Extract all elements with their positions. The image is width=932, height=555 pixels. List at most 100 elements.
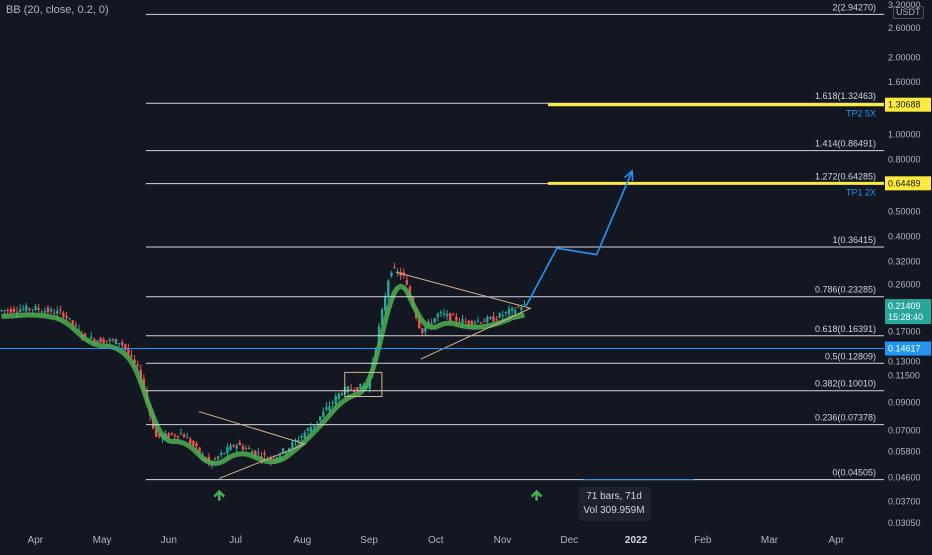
candle-body [247,447,251,449]
candle-body [328,406,331,411]
fib-label: 0.382(0.10010) [815,379,876,389]
candle-body [442,313,446,315]
candle-body [520,307,523,311]
candle-body [489,317,492,319]
tooltip-bars: 71 bars, 71d [586,491,642,502]
price-tick-label: 0.80000 [888,154,921,164]
candle-body [46,307,50,313]
candle-body [430,323,433,325]
price-tick-label: 2.00000 [888,52,921,62]
candle-body [263,452,266,455]
candle-body [306,428,310,431]
month-label: 2022 [625,535,648,546]
candle-body [111,339,115,341]
candle-body [15,311,19,313]
candle-body [133,359,136,364]
candle-body [130,354,133,357]
candle-body [517,306,520,308]
price-axis[interactable]: 3.200002.600002.000001.600001.300001.000… [884,0,932,550]
fib-label: 0.618(0.16391) [815,324,876,334]
candle-body [43,311,47,313]
candle-body [402,272,405,276]
candle-body [220,453,223,455]
candle-body [319,416,322,421]
price-tick-label: 0.04600 [888,472,921,482]
candle-body [495,319,498,321]
candle-body [278,455,282,459]
candle-body [93,339,96,343]
level-badge-bg [885,341,931,356]
candle-body [235,445,238,449]
candle-body [40,311,43,313]
candle-body [297,440,300,442]
candle-body [185,437,189,439]
fib-label: 0.5(0.12809) [825,351,876,361]
month-label: Apr [28,535,44,546]
candle-body [136,364,139,367]
month-label: Nov [494,535,512,546]
candle-body [433,318,436,323]
candle-body [405,279,409,285]
candle-body [127,348,130,355]
fib-label: 1.618(1.32463) [815,91,876,101]
candle-body [96,340,99,343]
candle-body [12,308,16,312]
buy-signal-arrow [213,489,226,501]
candle-body [470,320,474,325]
candle-body [6,309,9,311]
candle-body [74,324,78,326]
candle-body [467,320,470,325]
candle-body [312,425,316,428]
time-axis[interactable]: Apr May Jun Jul Aug Sep Oct Nov Dec 2022 Feb Mar Apr [28,535,845,546]
candle-body [124,344,127,351]
candle-body [179,433,183,435]
measure-tooltip: 71 bars, 71d Vol 309.959M [578,487,650,521]
level-badge: 0.14617 [888,344,921,354]
candle-body [436,313,440,318]
candle-body [121,342,124,346]
month-label: Mar [761,535,779,546]
currency-label[interactable]: USDT [893,6,924,19]
candle-body [439,311,443,314]
candle-body [510,307,514,311]
fib-label: 0.236(0.07378) [815,413,876,423]
buy-signal-arrow [530,489,543,501]
candle-body [108,339,112,341]
candle-body [25,305,28,312]
indicator-legend[interactable]: BB (20, close, 0.2, 0) [6,4,109,16]
candle-body [331,402,334,404]
candle-body [498,313,501,318]
fib-label: 0(0.04505) [832,468,876,478]
candle-body [269,457,272,461]
candle-body [300,435,303,438]
candle-body [337,393,340,400]
candle-body [476,320,480,322]
candle-body [22,308,25,310]
candle-body [399,272,402,276]
candle-body [427,321,430,326]
last-price-badge: 0.21409 [888,301,921,311]
candle-body [501,315,504,317]
price-tick-label: 0.26000 [888,279,921,289]
tp1-label: TP1 2X [846,187,876,197]
candle-body [238,442,241,446]
candle-body [65,315,68,319]
candle-body [325,407,328,410]
tp2-badge-bg [885,97,931,112]
tp2-badge: 1.30688 [888,100,921,110]
candle-body [223,453,226,455]
candle-body [232,445,235,447]
candle-body [380,309,384,326]
candle-body [52,313,56,315]
month-label: Apr [828,535,844,546]
projection-arrowhead [624,169,634,182]
price-tick-label: 0.17000 [888,327,921,337]
projection-path [525,170,633,307]
candle-body [315,421,319,423]
price-tick-label: 0.03050 [888,518,921,528]
candle-body [346,386,350,392]
candle-body [418,316,421,329]
